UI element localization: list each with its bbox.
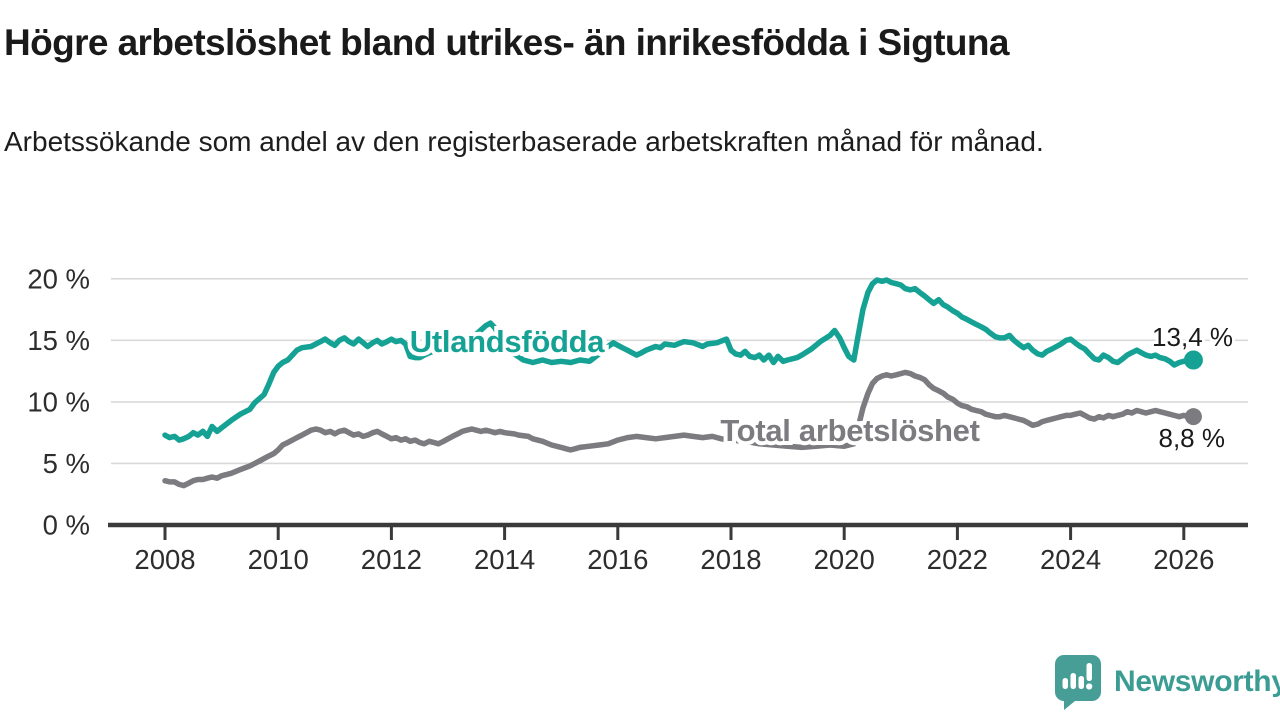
x-axis-tick-label: 2012 (361, 544, 422, 575)
x-axis-tick-label: 2008 (134, 544, 195, 575)
x-axis-tick-label: 2018 (700, 544, 761, 575)
y-axis-tick-label: 20 % (27, 263, 90, 294)
x-axis-tick-label: 2014 (474, 544, 535, 575)
y-axis-tick-label: 15 % (27, 325, 90, 356)
page-title: Högre arbetslöshet bland utrikes- än inr… (4, 22, 1010, 63)
brand-footer: Newsworthy (1052, 652, 1280, 712)
brand-name: Newsworthy (1114, 665, 1280, 698)
series-end-value-label-utlandsfodda: 13,4 % (1152, 322, 1233, 352)
series-line-total-arbetsloshet (162, 369, 1197, 489)
series-label-total-arbetsloshet: Total arbetslöshet (720, 413, 979, 448)
x-axis-tick-label: 2026 (1153, 544, 1214, 575)
series-line-utlandsfodda (162, 277, 1197, 443)
page-subtitle: Arbetssökande som andel av den registerb… (4, 126, 1044, 157)
series-label-utlandsfodda: Utlandsfödda (410, 324, 606, 359)
y-axis-tick-label: 10 % (27, 386, 90, 417)
y-axis-tick-label: 0 % (43, 510, 90, 541)
x-axis-tick-label: 2010 (248, 544, 309, 575)
y-axis-tick-label: 5 % (43, 448, 90, 479)
x-axis-tick-label: 2022 (927, 544, 988, 575)
series-end-dot-utlandsfodda (1183, 350, 1203, 370)
series-end-value-label-total-arbetsloshet: 8,8 % (1159, 423, 1226, 453)
logo-bubble-shape (1055, 655, 1101, 710)
newsworthy-logo-icon (1055, 655, 1101, 710)
x-axis-tick-label: 2020 (814, 544, 875, 575)
x-axis-tick-label: 2024 (1040, 544, 1101, 575)
series-end-dot-total-arbetsloshet (1184, 408, 1202, 426)
x-axis-tick-label: 2016 (587, 544, 648, 575)
logo-bars-icon (1062, 663, 1093, 690)
